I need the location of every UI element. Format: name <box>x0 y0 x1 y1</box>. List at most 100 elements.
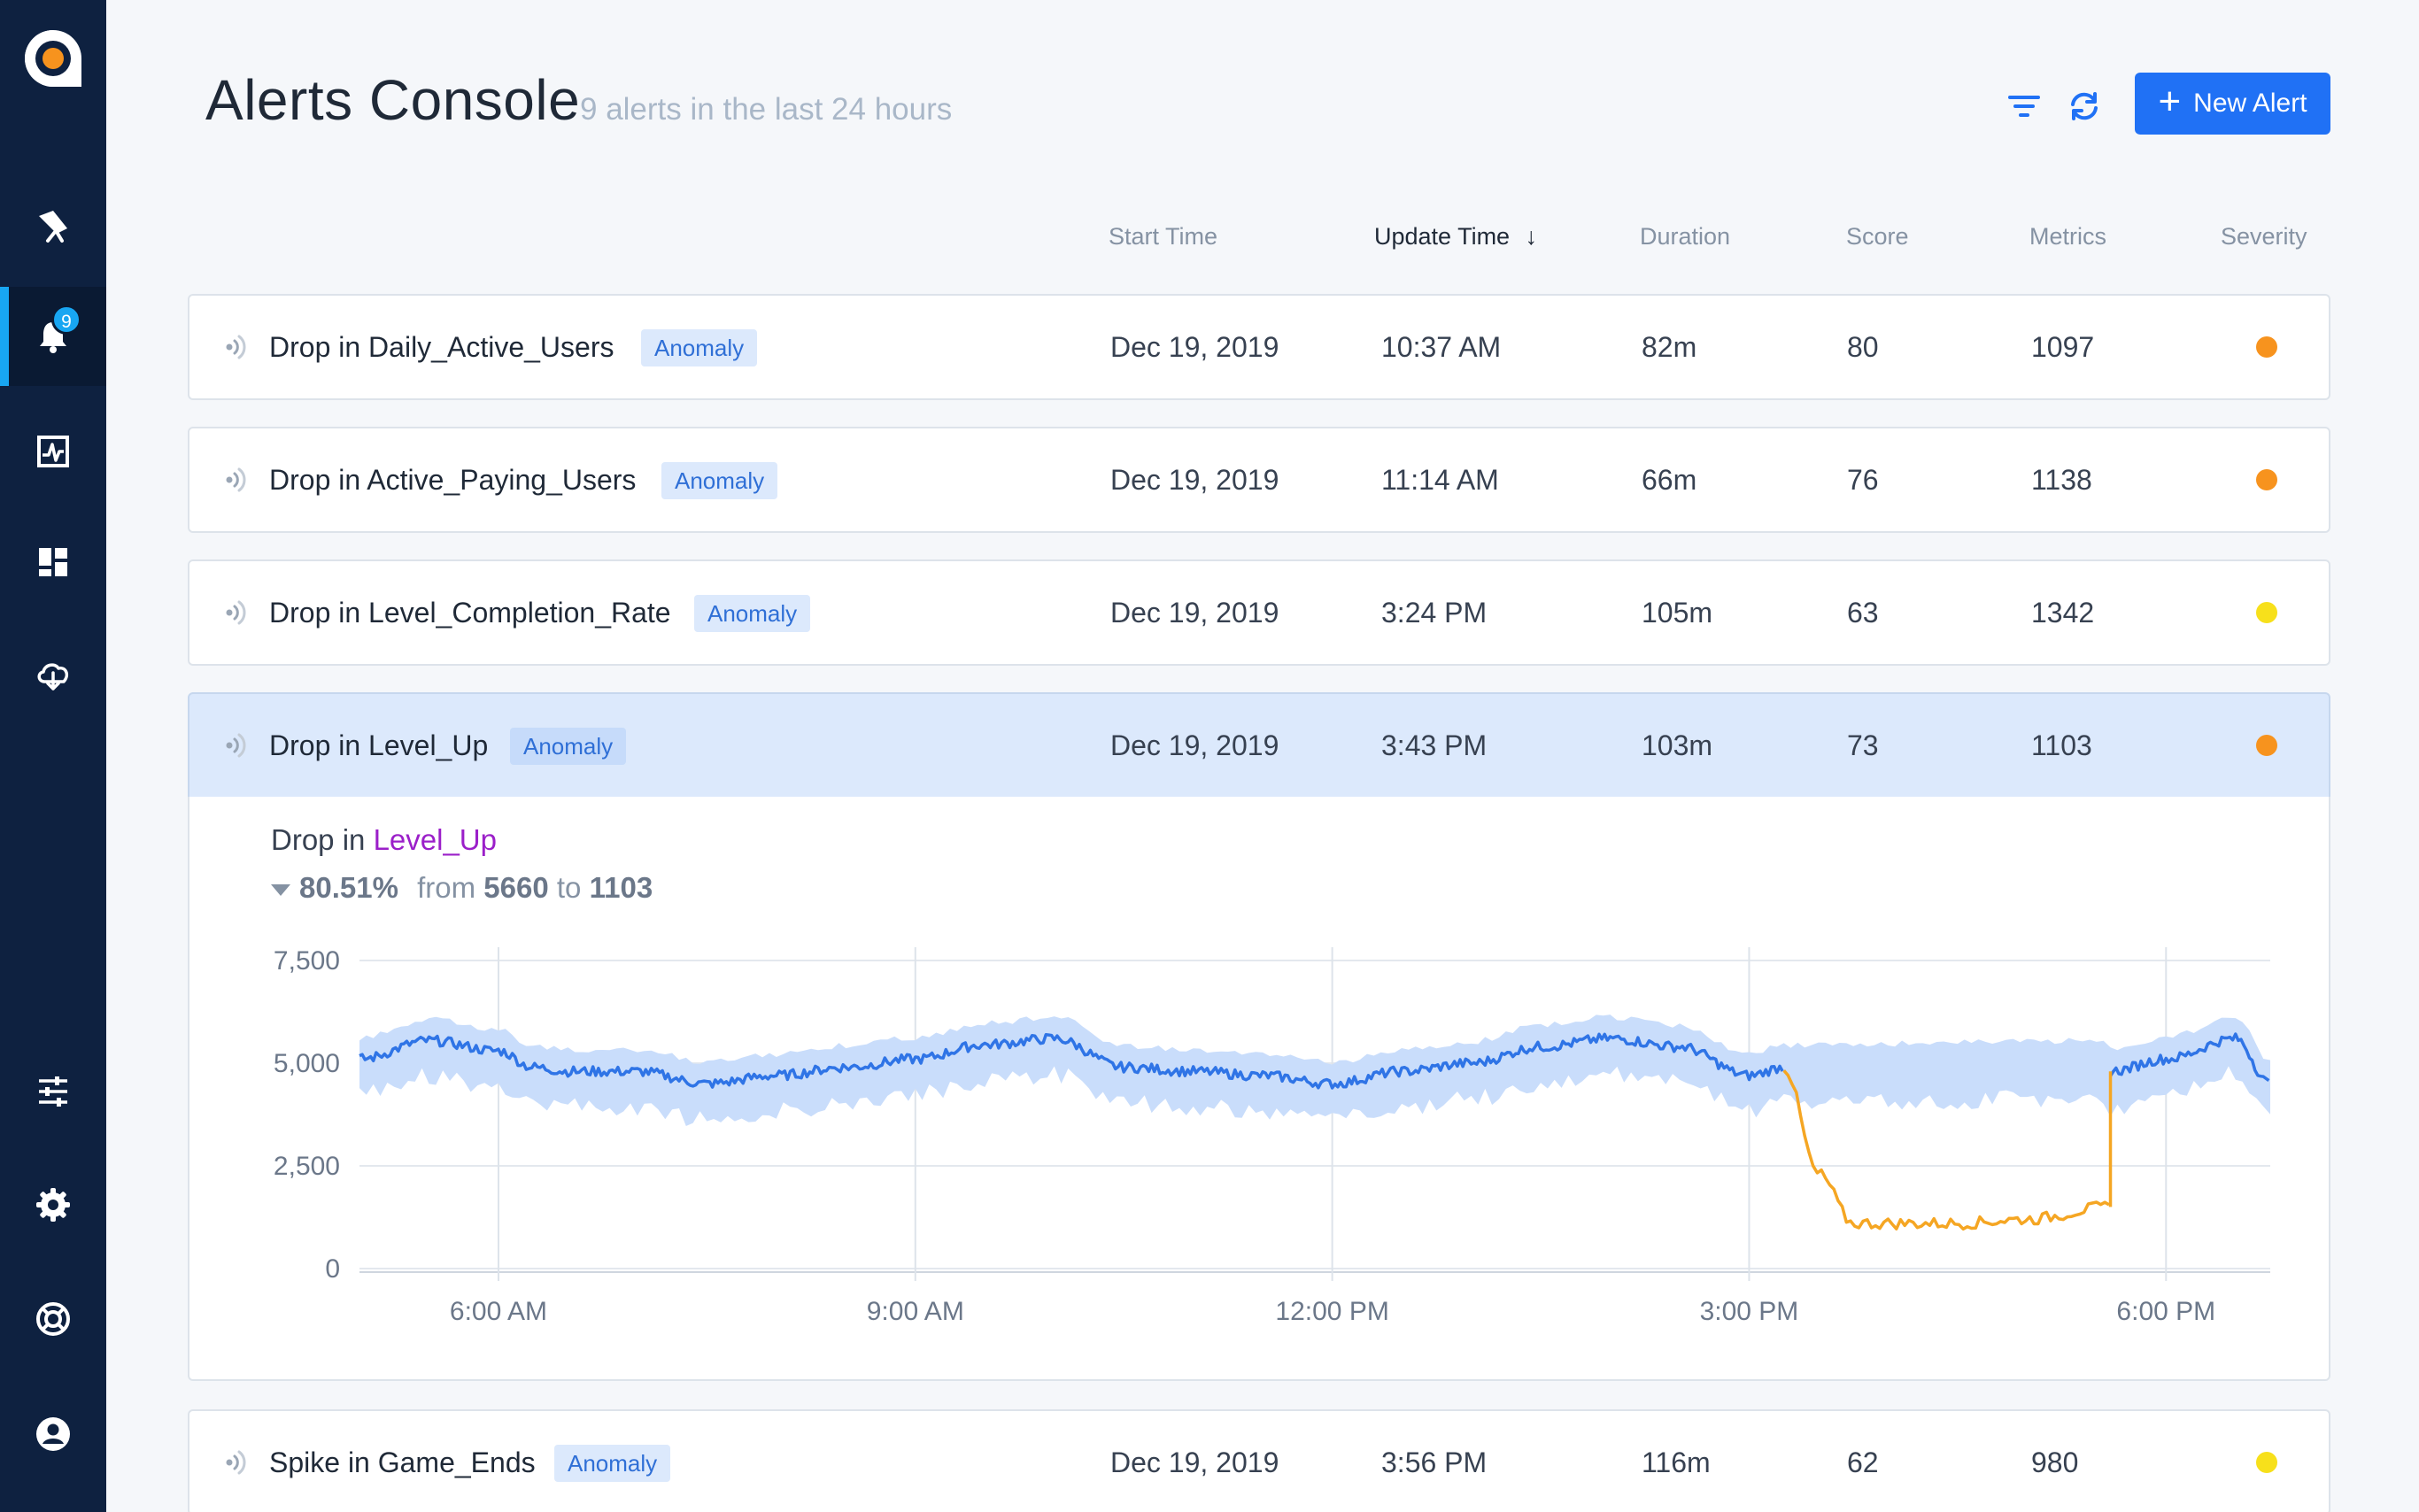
from-value: 5660 <box>483 871 549 904</box>
sort-down-arrow-icon: ↓ <box>1525 223 1538 250</box>
score: 73 <box>1847 729 1879 761</box>
detail-change: 80.51% from 5660 to 1103 <box>271 871 653 905</box>
signal-icon <box>226 467 246 492</box>
col-metrics[interactable]: Metrics <box>2029 223 2106 250</box>
y-tick-label: 5,000 <box>274 1049 340 1078</box>
x-tick-label: 3:00 PM <box>1700 1297 1799 1326</box>
detail-title: Drop in Level_Up <box>271 823 497 857</box>
alert-row[interactable]: Spike in Game_Ends Anomaly Dec 19, 2019 … <box>188 1409 2330 1512</box>
nav-profile[interactable] <box>0 1385 106 1484</box>
update-time: 10:37 AM <box>1381 331 1502 363</box>
filter-icon[interactable] <box>2005 87 2044 126</box>
duration: 105m <box>1642 597 1713 629</box>
start-time: Dec 19, 2019 <box>1110 729 1279 761</box>
duration: 103m <box>1642 729 1713 761</box>
lifebuoy-icon <box>36 1302 70 1336</box>
page-subtitle: 9 alerts in the last 24 hours <box>580 92 953 127</box>
metrics-count: 1103 <box>2031 729 2092 761</box>
col-update-time[interactable]: Update Time ↓ <box>1374 223 1537 251</box>
severity-dot <box>2256 469 2277 490</box>
alert-row[interactable]: Drop in Active_Paying_Users Anomaly Dec … <box>188 427 2330 533</box>
sliders-icon <box>39 1076 67 1107</box>
nav-anomalies[interactable] <box>0 402 106 501</box>
baseline-band <box>359 1014 2270 1126</box>
nav-settings[interactable] <box>0 1155 106 1254</box>
anodot-logo-icon[interactable] <box>21 27 85 90</box>
page-title: Alerts Console <box>205 68 581 132</box>
duration: 66m <box>1642 464 1697 496</box>
user-circle-icon <box>36 1417 70 1451</box>
col-severity[interactable]: Severity <box>2221 223 2307 250</box>
gear-icon <box>36 1188 70 1222</box>
severity-dot <box>2256 735 2277 756</box>
detail-metric-link[interactable]: Level_Up <box>373 823 497 856</box>
nav-dashboards[interactable] <box>0 513 106 612</box>
alert-title: Drop in Level_Completion_Rate <box>269 597 671 629</box>
metrics-count: 980 <box>2031 1446 2079 1478</box>
duration: 82m <box>1642 331 1697 363</box>
x-axis-labels: 6:00 AM 9:00 AM 12:00 PM 3:00 PM 6:00 PM <box>450 1297 2215 1326</box>
metrics-count: 1138 <box>2031 464 2092 496</box>
col-update-time-label: Update Time <box>1374 223 1511 250</box>
y-axis-labels: 0 2,500 5,000 7,500 <box>274 946 340 1284</box>
update-time: 3:43 PM <box>1381 729 1488 761</box>
metric-chart[interactable]: 0 2,500 5,000 7,500 6:00 AM 9:00 AM 12:00 PM 3… <box>189 930 2329 1372</box>
telescope-icon <box>39 211 67 243</box>
down-triangle-icon <box>271 883 290 896</box>
col-duration[interactable]: Duration <box>1640 223 1731 250</box>
start-time: Dec 19, 2019 <box>1110 464 1279 496</box>
series-normal-line <box>2109 1032 2270 1083</box>
signal-icon <box>226 335 246 359</box>
alert-title: Drop in Daily_Active_Users <box>269 331 614 363</box>
severity-dot <box>2256 602 2277 623</box>
alert-title: Drop in Active_Paying_Users <box>269 464 637 496</box>
anomaly-tag: Anomaly <box>554 1445 671 1482</box>
series-normal-line <box>359 1032 1784 1090</box>
y-tick-label: 7,500 <box>274 946 340 976</box>
anomaly-tag: Anomaly <box>661 462 778 499</box>
alert-row-expanded[interactable]: Drop in Level_Up Anomaly Dec 19, 2019 3:… <box>188 692 2330 798</box>
activity-chart-icon <box>37 436 69 467</box>
nav-explore[interactable] <box>0 175 106 274</box>
to-value: 1103 <box>589 871 653 904</box>
refresh-icon[interactable] <box>2065 87 2104 126</box>
series-anomaly-line <box>1782 1069 2110 1231</box>
col-score[interactable]: Score <box>1846 223 1909 250</box>
update-time: 3:56 PM <box>1381 1446 1488 1478</box>
score: 63 <box>1847 597 1879 629</box>
detail-title-prefix: Drop in <box>271 823 374 856</box>
score: 76 <box>1847 464 1879 496</box>
nav-data-collection[interactable] <box>0 625 106 724</box>
dashboard-icon <box>39 548 67 576</box>
metrics-count: 1097 <box>2031 331 2095 363</box>
severity-dot <box>2256 1452 2277 1473</box>
nav-alerts[interactable]: 9 <box>0 287 106 386</box>
alert-title: Spike in Game_Ends <box>269 1446 536 1478</box>
col-start-time[interactable]: Start Time <box>1109 223 1218 250</box>
alert-detail-panel: Drop in Level_Up 80.51% from 5660 to 110… <box>188 797 2330 1381</box>
nav-help[interactable] <box>0 1269 106 1369</box>
from-label: from <box>417 871 476 904</box>
start-time: Dec 19, 2019 <box>1110 331 1279 363</box>
start-time: Dec 19, 2019 <box>1110 597 1279 629</box>
to-label: to <box>556 871 582 904</box>
new-alert-button[interactable]: + New Alert <box>2135 73 2330 135</box>
score: 62 <box>1847 1446 1879 1478</box>
signal-icon <box>226 600 246 625</box>
metrics-count: 1342 <box>2031 597 2095 629</box>
sidebar: 9 <box>0 0 106 1512</box>
signal-icon <box>226 1450 246 1475</box>
cloud-upload-icon <box>37 663 69 690</box>
alert-row[interactable]: Drop in Daily_Active_Users Anomaly Dec 1… <box>188 294 2330 400</box>
change-percent: 80.51% <box>299 871 398 904</box>
new-alert-label: New Alert <box>2193 89 2307 118</box>
x-tick-label: 12:00 PM <box>1275 1297 1388 1326</box>
x-tick-label: 6:00 PM <box>2116 1297 2215 1326</box>
alert-row[interactable]: Drop in Level_Completion_Rate Anomaly De… <box>188 559 2330 666</box>
nav-sliders[interactable] <box>0 1042 106 1141</box>
signal-icon <box>226 733 246 758</box>
alert-title: Drop in Level_Up <box>269 729 489 761</box>
update-time: 11:14 AM <box>1381 464 1499 496</box>
x-tick-label: 9:00 AM <box>867 1297 964 1326</box>
y-tick-label: 0 <box>325 1254 340 1284</box>
